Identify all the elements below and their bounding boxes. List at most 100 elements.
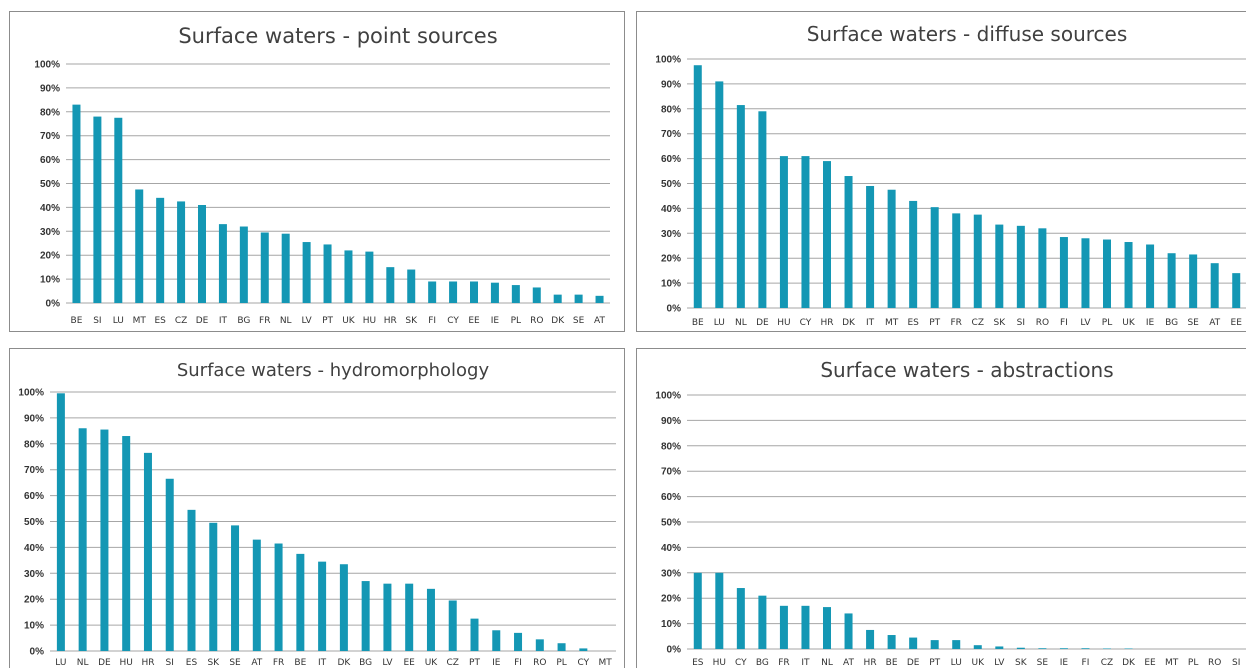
y-tick-label: 90% <box>661 79 681 90</box>
y-tick-label: 30% <box>40 227 60 238</box>
bar-si <box>1016 225 1025 308</box>
x-tick-label: FR <box>259 316 270 326</box>
bar-si <box>165 478 174 651</box>
x-tick-label: SK <box>993 318 1006 328</box>
x-tick-label: SE <box>1037 658 1049 668</box>
x-tick-label: SE <box>573 316 585 326</box>
bar-hu <box>365 251 374 303</box>
bar-es <box>693 572 702 649</box>
y-tick-label: 90% <box>24 413 44 424</box>
bar-at <box>252 539 261 651</box>
x-tick-label: NL <box>735 318 747 328</box>
bar-pt <box>470 618 479 651</box>
x-tick-label: IT <box>801 658 810 668</box>
x-tick-label: SK <box>1015 658 1028 668</box>
bar-pl <box>511 285 520 303</box>
y-tick-label: 100% <box>18 388 44 399</box>
chart-panel-point-sources: Surface waters - point sources 0% 10% 20% 30… <box>9 11 625 332</box>
x-tick-label: BE <box>692 318 704 328</box>
x-tick-label: IE <box>492 658 501 668</box>
x-tick-label: HR <box>141 658 154 668</box>
y-tick-label: 100% <box>655 391 681 402</box>
x-tick-label: EE <box>404 658 416 668</box>
chart-point-sources: Surface waters - point sources 0% 10% 20% 30… <box>34 24 610 326</box>
bar-sk <box>209 522 218 651</box>
bar-nl <box>78 428 87 651</box>
bar-it <box>866 185 875 308</box>
x-tick-label: CY <box>578 658 590 668</box>
x-tick-label: BE <box>71 316 83 326</box>
x-tick-label: HU <box>713 658 726 668</box>
x-tick-label: PL <box>556 658 566 668</box>
bar-fr <box>952 213 961 308</box>
bar-de <box>100 429 109 651</box>
bar-lu <box>952 640 961 649</box>
x-tick-label: SK <box>405 316 418 326</box>
bar-uk <box>344 250 353 303</box>
y-tick-label: 40% <box>661 204 681 215</box>
y-tick-label: 0% <box>667 304 682 315</box>
x-tick-label: SI <box>1017 318 1025 328</box>
y-tick-label: 80% <box>661 441 681 452</box>
x-tick-label: HU <box>777 318 790 328</box>
bar-cz <box>973 214 982 308</box>
x-tick-label: DE <box>907 658 920 668</box>
bar-hr <box>386 267 395 303</box>
bar-dk <box>844 176 853 308</box>
x-tick-label: UK <box>342 316 356 326</box>
x-tick-label: PL <box>1102 318 1112 328</box>
bar-bg <box>239 226 248 303</box>
bar-uk <box>1124 242 1133 308</box>
y-tick-label: 10% <box>661 619 681 630</box>
y-tick-label: 30% <box>24 569 44 580</box>
y-tick-label: 80% <box>24 439 44 450</box>
y-tick-label: 10% <box>661 279 681 290</box>
bar-ee <box>470 281 478 303</box>
bar-be <box>887 635 896 649</box>
x-tick-label: UK <box>1122 318 1136 328</box>
bar-pl <box>557 643 566 651</box>
x-tick-label: MT <box>133 316 147 326</box>
x-tick-label: PL <box>1188 658 1198 668</box>
y-tick-label: 60% <box>24 491 44 502</box>
bar-cy <box>449 281 458 303</box>
x-tick-label: CZ <box>447 658 459 668</box>
bar-ro <box>1038 228 1047 308</box>
bar-cy <box>801 156 810 308</box>
bar-be <box>693 65 702 308</box>
bar-se <box>1038 648 1047 649</box>
bar-pt <box>930 207 939 308</box>
bar-cz <box>448 600 457 651</box>
x-tick-label: FR <box>273 658 284 668</box>
bar-ie <box>1059 648 1068 649</box>
x-tick-label: HR <box>384 316 397 326</box>
x-tick-label: NL <box>77 658 89 668</box>
bar-dk <box>1124 648 1133 649</box>
x-tick-label: FI <box>1060 318 1068 328</box>
x-tick-label: RO <box>533 658 546 668</box>
y-tick-label: 10% <box>40 275 60 286</box>
x-tick-label: EE <box>1231 318 1243 328</box>
x-tick-label: LU <box>714 318 725 328</box>
bar-mt <box>135 189 144 303</box>
bar-hr <box>143 452 152 651</box>
y-tick-label: 70% <box>661 467 681 478</box>
y-tick-label: 40% <box>661 543 681 554</box>
bar-ie <box>490 282 499 303</box>
bar-de <box>198 205 206 303</box>
x-tick-label: BG <box>756 658 769 668</box>
bar-cz <box>1103 648 1111 649</box>
bar-es <box>187 509 196 651</box>
x-tick-label: FR <box>778 658 789 668</box>
bar-nl <box>823 607 831 649</box>
bar-at <box>844 613 853 649</box>
x-tick-label: RO <box>530 316 543 326</box>
bar-sk <box>407 269 416 303</box>
y-tick-label: 80% <box>661 104 681 115</box>
x-tick-label: HR <box>820 318 833 328</box>
x-tick-label: DK <box>337 658 351 668</box>
bar-pt <box>930 640 939 649</box>
x-tick-label: FI <box>1082 658 1090 668</box>
x-tick-label: AT <box>1209 318 1220 328</box>
x-tick-label: IT <box>219 316 228 326</box>
